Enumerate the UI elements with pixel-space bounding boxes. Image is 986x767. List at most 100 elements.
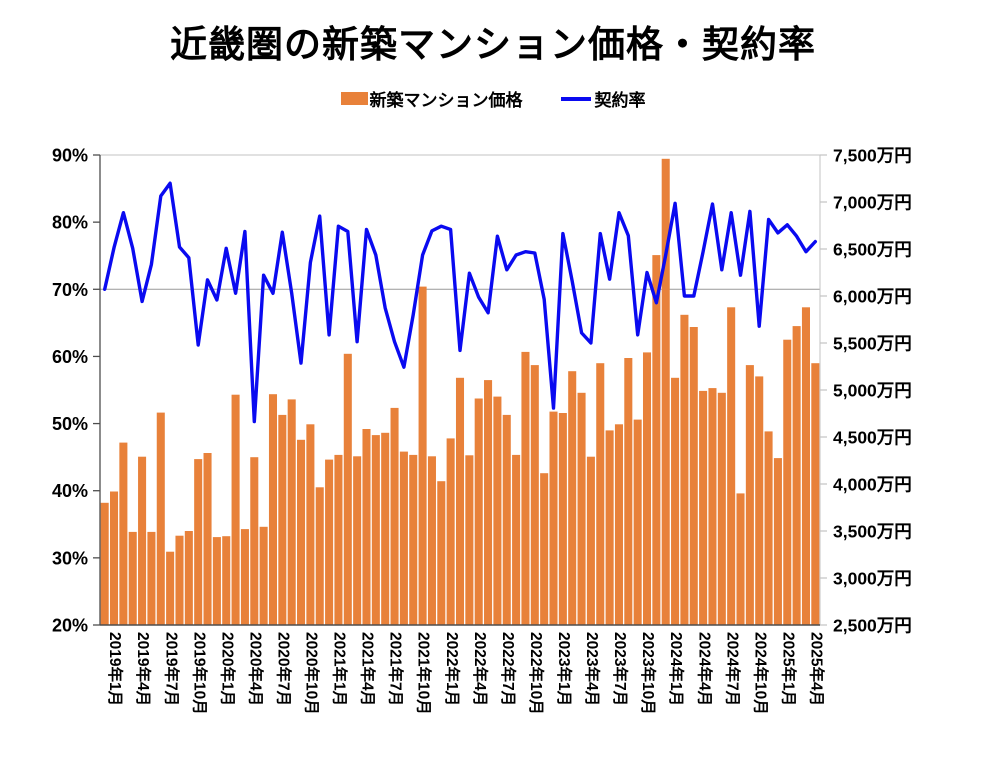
left-axis-label: 70%: [52, 280, 88, 300]
price-bar: [100, 502, 109, 625]
left-axis-label: 60%: [52, 347, 88, 367]
price-bar: [138, 456, 147, 625]
price-bar: [717, 392, 726, 625]
price-bar: [465, 455, 474, 625]
x-axis-label: 2019年4月: [134, 632, 153, 706]
x-axis-label: 2023年10月: [639, 632, 658, 715]
price-bar: [222, 536, 231, 625]
right-axis-label: 6,000万円: [833, 287, 912, 307]
price-bar: [596, 363, 605, 625]
right-axis-label: 5,000万円: [833, 381, 912, 401]
left-axis-label: 30%: [52, 548, 88, 568]
x-axis-label: 2024年1月: [667, 632, 686, 706]
price-bar-swatch-icon: [340, 92, 368, 105]
price-bar: [194, 459, 203, 625]
price-bar: [353, 456, 362, 625]
x-axis-label: 2019年7月: [162, 632, 181, 706]
price-bar: [399, 451, 408, 625]
price-bar: [455, 377, 465, 625]
right-axis-label: 4,500万円: [833, 428, 912, 448]
right-axis-label: 6,500万円: [833, 240, 912, 260]
price-bar: [427, 456, 436, 625]
x-axis-label: 2024年7月: [723, 632, 742, 706]
price-bar: [409, 454, 418, 625]
x-axis-label: 2021年10月: [415, 632, 434, 715]
price-bar: [633, 419, 642, 625]
price-bar: [652, 255, 661, 625]
left-axis-label: 50%: [52, 414, 88, 434]
price-bar: [661, 158, 670, 626]
x-axis-label: 2024年10月: [751, 632, 770, 715]
price-bar: [493, 396, 502, 625]
right-axis-label: 5,500万円: [833, 334, 912, 354]
price-bar: [792, 326, 801, 625]
x-axis-label: 2021年1月: [331, 632, 350, 706]
price-bar: [530, 365, 539, 625]
price-bar: [446, 438, 455, 625]
price-bar: [110, 491, 119, 625]
price-bar: [811, 363, 820, 625]
price-bar: [166, 551, 175, 625]
right-axis-label: 3,500万円: [833, 522, 912, 542]
price-bar: [325, 459, 334, 625]
price-bar: [745, 365, 754, 625]
price-bar: [212, 537, 221, 625]
price-bar: [119, 442, 128, 625]
price-bar: [371, 435, 380, 625]
price-bar: [250, 457, 259, 625]
legend-item-contract-rate: 契約率: [560, 86, 646, 111]
x-axis-label: 2020年4月: [246, 632, 265, 706]
price-bar: [614, 424, 623, 625]
price-bar: [558, 413, 567, 625]
price-bar: [605, 430, 614, 625]
right-axis-label: 7,500万円: [833, 146, 912, 166]
price-bar: [362, 429, 371, 625]
price-bar: [727, 307, 736, 625]
price-bar: [437, 481, 446, 625]
price-bar: [521, 351, 530, 625]
price-bar: [240, 529, 249, 625]
x-axis-label: 2019年10月: [190, 632, 209, 715]
chart-title: 近畿圏の新築マンション価格・契約率: [170, 24, 816, 65]
x-axis-label: 2020年10月: [303, 632, 322, 715]
price-bar: [287, 399, 296, 625]
left-axis-label: 90%: [52, 146, 88, 166]
x-axis-label: 2024年4月: [695, 632, 714, 706]
price-bar: [484, 380, 493, 625]
chart-legend: 新築マンション価格 契約率: [0, 86, 986, 111]
right-axis-label: 3,000万円: [833, 569, 912, 589]
x-axis-label: 2023年1月: [555, 632, 574, 706]
price-bar: [699, 390, 708, 625]
price-bar: [801, 307, 810, 625]
price-bar: [736, 493, 745, 625]
x-axis-label: 2025年1月: [779, 632, 798, 706]
x-axis-label: 2023年7月: [611, 632, 630, 706]
x-axis-label: 2020年1月: [218, 632, 237, 706]
price-bar: [278, 414, 287, 625]
price-bar: [624, 358, 633, 625]
right-axis-label: 7,000万円: [833, 193, 912, 213]
contract-rate-line: [102, 181, 817, 424]
contract-rate-line-swatch-icon: [560, 96, 591, 101]
price-bar: [764, 431, 773, 625]
legend-item-price: 新築マンション価格: [340, 86, 523, 111]
price-bar: [586, 456, 595, 625]
price-bar: [297, 439, 306, 625]
price-bar: [418, 286, 427, 625]
price-bar: [315, 487, 324, 625]
legend-contract-rate-label: 契約率: [594, 91, 646, 110]
price-bar: [381, 432, 390, 625]
price-bar: [689, 327, 698, 625]
price-bar: [549, 411, 558, 625]
price-bar: [147, 531, 156, 625]
x-axis-label: 2022年4月: [471, 632, 490, 706]
x-axis-label: 2019年1月: [106, 632, 125, 706]
legend-price-label: 新築マンション価格: [369, 91, 523, 110]
price-bar: [773, 458, 782, 625]
x-axis-label: 2022年1月: [443, 632, 462, 706]
price-bar: [783, 339, 792, 625]
price-bar: [577, 392, 586, 625]
left-axis-label: 80%: [52, 213, 88, 233]
price-bar: [203, 453, 212, 625]
